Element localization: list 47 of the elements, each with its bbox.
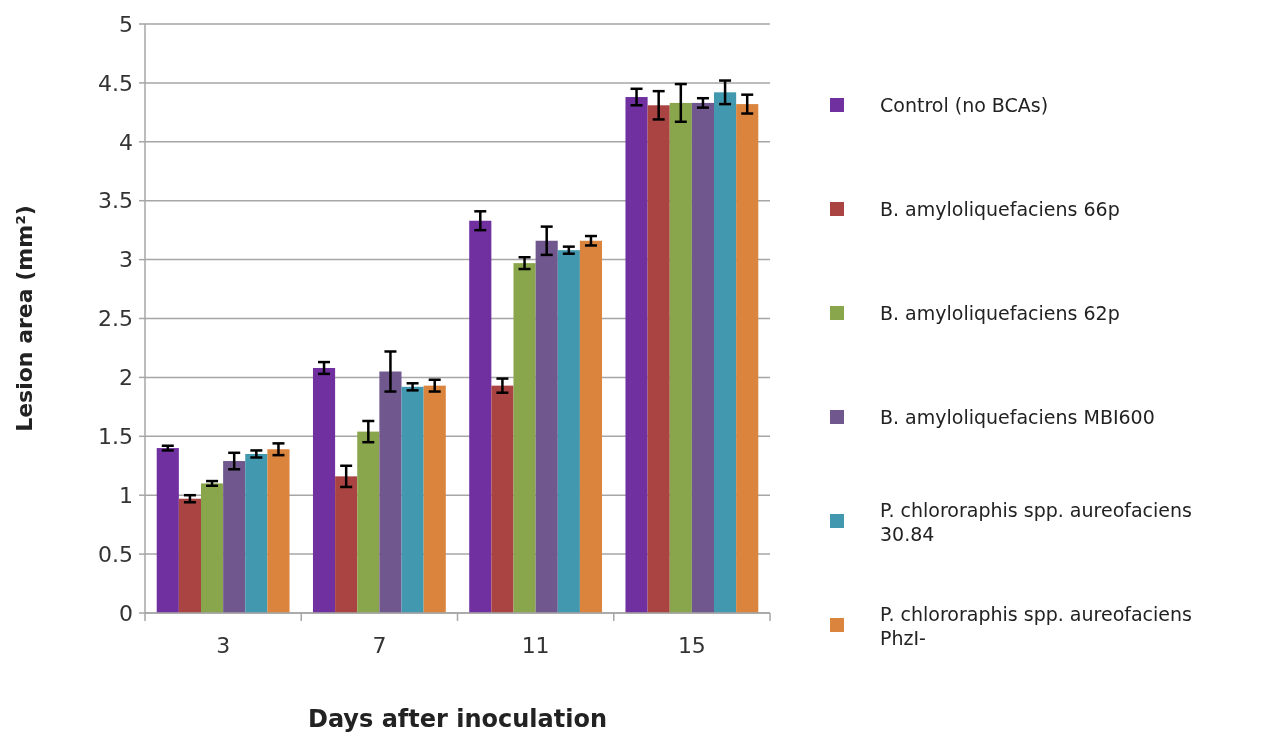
bar [335,476,358,613]
x-axis-title: Days after inoculation [307,705,608,733]
bar [714,92,737,613]
bar [223,461,246,613]
bar [156,448,179,613]
legend-label: B. amyloliquefaciens MBI600 [880,405,1155,428]
y-axis-title: Lesion area (mm²) [12,205,37,432]
bar [245,453,268,613]
bar [200,483,224,613]
y-tick-label: 3 [119,247,133,273]
y-tick-label: 0.5 [98,541,133,567]
x-tick-label: 7 [372,633,387,658]
y-tick-label: 1.5 [98,424,133,449]
y-tick-label: 4.5 [98,70,133,96]
bar [557,250,580,613]
bar [691,102,715,613]
legend-label: P. chlororaphis spp. aureofaciens PhzI- [880,602,1192,649]
y-tick-label: 1 [119,482,133,508]
bar [513,263,536,613]
y-tick-label: 2.5 [98,306,133,332]
bar [535,240,558,613]
legend-label: B. amyloliquefaciens 66p [880,197,1120,220]
bar [401,386,424,613]
bar [379,371,402,613]
bar [647,105,670,613]
bar [579,240,603,613]
x-tick-label: 3 [216,633,231,658]
x-tick-label: 11 [521,633,550,658]
bar [178,498,201,613]
bar [312,367,336,613]
bar [357,431,380,613]
bar [669,102,692,613]
y-tick-label: 3.5 [98,188,133,214]
legend-label: P. chlororaphis spp. aureofaciens 30.84 [880,498,1192,545]
x-tick-label: 15 [677,633,706,658]
bar [491,385,514,613]
legend-label: B. amyloliquefaciens 62p [880,301,1120,324]
y-tick-label: 4 [119,129,133,155]
y-tick-label: 0 [119,600,133,626]
bar [625,97,648,613]
bar [469,220,492,613]
bar [267,449,290,613]
y-tick-label: 2 [119,365,133,391]
y-tick-label: 5 [119,11,133,37]
legend-label: Control (no BCAs) [880,93,1049,116]
bar [736,104,759,613]
bar [423,385,446,613]
